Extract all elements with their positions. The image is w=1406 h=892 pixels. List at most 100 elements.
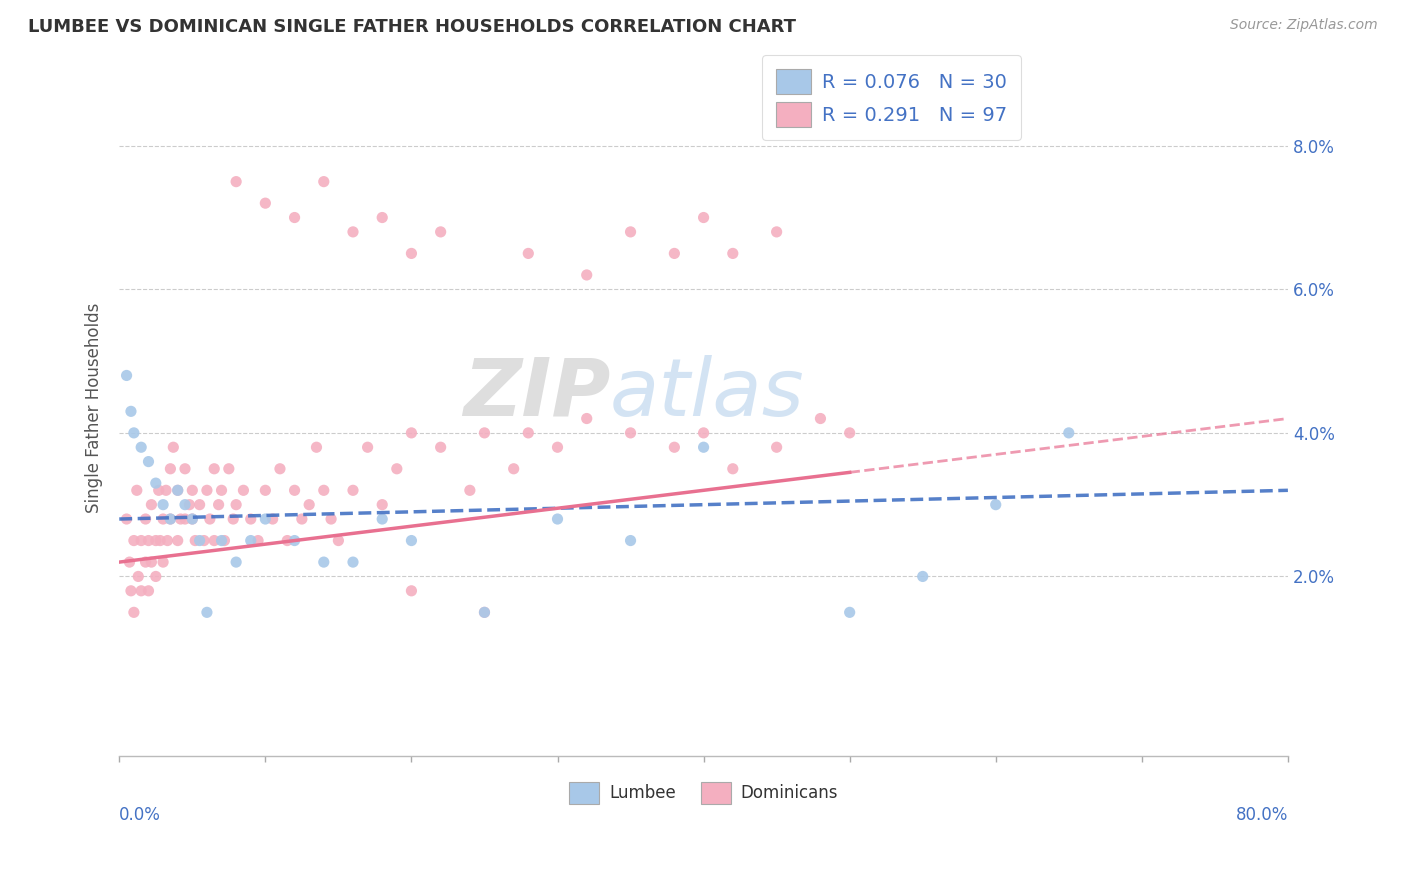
Point: [239, 533, 262, 548]
Point: [155, 483, 177, 498]
Point: [254, 483, 277, 498]
Point: [129, 583, 152, 598]
Point: [284, 483, 307, 498]
Point: [211, 533, 233, 548]
Point: [138, 533, 160, 548]
Point: [371, 512, 394, 526]
Point: [254, 512, 277, 526]
Point: [838, 425, 860, 440]
Point: [135, 512, 157, 526]
Point: [145, 533, 167, 548]
Point: [166, 483, 188, 498]
Text: LUMBEE VS DOMINICAN SINGLE FATHER HOUSEHOLDS CORRELATION CHART: LUMBEE VS DOMINICAN SINGLE FATHER HOUSEH…: [28, 18, 796, 36]
Point: [319, 512, 342, 526]
Point: [401, 583, 423, 598]
Point: [721, 462, 744, 476]
Point: [232, 483, 254, 498]
Point: [247, 533, 270, 548]
Point: [188, 498, 211, 512]
Point: [159, 462, 181, 476]
Point: [148, 483, 170, 498]
Point: [195, 483, 218, 498]
Point: [371, 498, 394, 512]
Point: [502, 462, 524, 476]
Point: [342, 483, 364, 498]
Point: [166, 533, 188, 548]
Point: [179, 498, 201, 512]
Point: [692, 440, 714, 454]
Point: [575, 411, 598, 425]
Point: [211, 483, 233, 498]
Point: [115, 512, 138, 526]
Point: [202, 533, 225, 548]
Point: [517, 425, 540, 440]
Point: [429, 440, 451, 454]
Point: [149, 533, 172, 548]
Point: [207, 498, 229, 512]
Point: [619, 225, 641, 239]
Point: [145, 476, 167, 491]
Point: [125, 483, 148, 498]
Point: [911, 569, 934, 583]
Point: [181, 512, 204, 526]
Point: [474, 425, 496, 440]
Point: [152, 498, 174, 512]
Point: [838, 605, 860, 619]
Point: [159, 512, 181, 526]
Point: [517, 246, 540, 260]
Point: [118, 555, 141, 569]
Point: [135, 555, 157, 569]
Point: [254, 196, 277, 211]
Point: [120, 404, 142, 418]
Text: Source: ZipAtlas.com: Source: ZipAtlas.com: [1230, 18, 1378, 32]
Point: [181, 512, 204, 526]
Point: [298, 498, 321, 512]
Point: [276, 533, 298, 548]
Point: [162, 440, 184, 454]
Point: [225, 175, 247, 189]
Point: [312, 555, 335, 569]
Point: [195, 605, 218, 619]
Point: [312, 175, 335, 189]
Point: [575, 268, 598, 282]
Point: [692, 425, 714, 440]
Point: [342, 555, 364, 569]
Point: [222, 512, 245, 526]
Point: [122, 533, 145, 548]
Point: [429, 225, 451, 239]
Point: [474, 605, 496, 619]
Point: [401, 533, 423, 548]
Point: [765, 440, 787, 454]
Point: [174, 498, 197, 512]
Point: [193, 533, 215, 548]
Point: [664, 440, 686, 454]
Point: [984, 498, 1007, 512]
Text: 0.0%: 0.0%: [120, 806, 162, 824]
Point: [218, 462, 240, 476]
Point: [141, 555, 163, 569]
Point: [619, 425, 641, 440]
Point: [547, 440, 569, 454]
Point: [184, 533, 207, 548]
Point: [328, 533, 350, 548]
Point: [156, 533, 179, 548]
Point: [458, 483, 481, 498]
Point: [145, 569, 167, 583]
Point: [305, 440, 328, 454]
Point: [188, 533, 211, 548]
Y-axis label: Single Father Households: Single Father Households: [86, 302, 103, 513]
Point: [120, 583, 142, 598]
Point: [1057, 425, 1080, 440]
Point: [152, 555, 174, 569]
Point: [474, 605, 496, 619]
Point: [129, 533, 152, 548]
Point: [385, 462, 408, 476]
Point: [312, 483, 335, 498]
Point: [174, 512, 197, 526]
Point: [619, 533, 641, 548]
Text: ZIP: ZIP: [463, 355, 610, 433]
Point: [239, 512, 262, 526]
Point: [181, 483, 204, 498]
Point: [129, 440, 152, 454]
Point: [174, 462, 197, 476]
